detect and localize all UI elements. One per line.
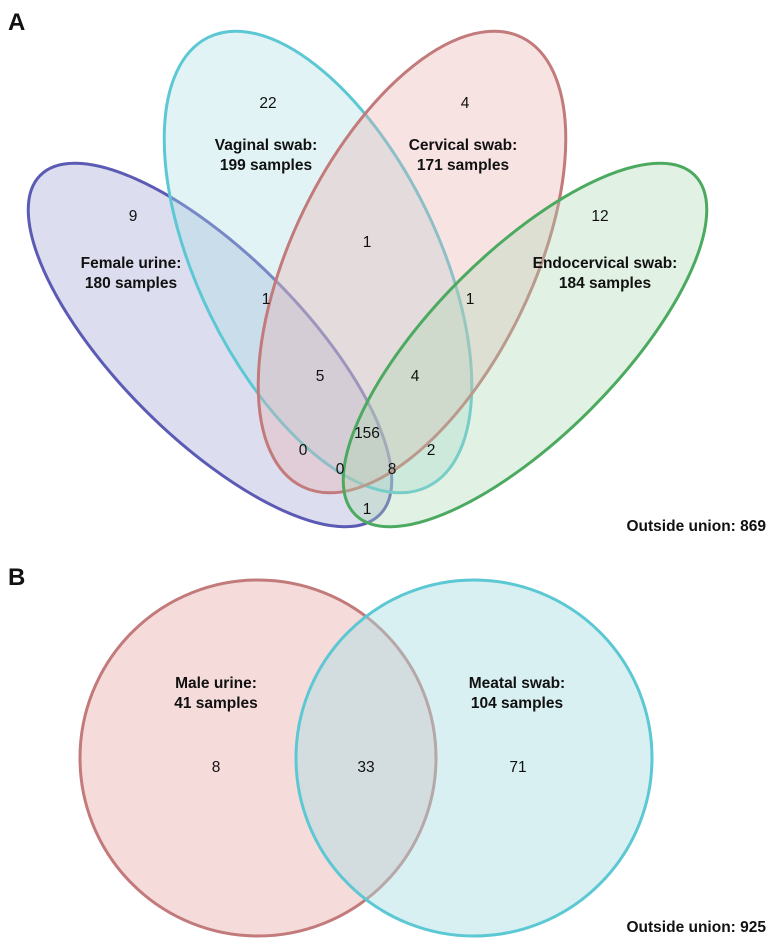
count-urine-vaginal-cervical: 5 (316, 368, 325, 385)
count-male-both: 33 (357, 759, 374, 776)
count-urine-endocervical: 1 (363, 501, 372, 518)
meatal-swab-label-line1: Meatal swab: (469, 675, 565, 692)
panel-b-letter: B (8, 564, 25, 591)
count-urine-only: 9 (129, 208, 138, 225)
endocervical-swab-label-line2: 184 samples (559, 275, 651, 292)
count-vaginal-cervical-endocervical: 4 (411, 368, 420, 385)
count-all-four: 156 (354, 425, 380, 442)
count-male-urine-only: 8 (212, 759, 221, 776)
cervical-swab-label-line1: Cervical swab: (409, 137, 518, 154)
count-endocervical-only: 12 (591, 208, 608, 225)
count-meatal-only: 71 (509, 759, 526, 776)
count-urine-vaginal-endocervical: 8 (388, 461, 397, 478)
count-cervical-endocervical: 1 (466, 291, 475, 308)
vaginal-swab-label-line1: Vaginal swab: (215, 137, 318, 154)
count-vaginal-only: 22 (259, 95, 276, 112)
cervical-swab-label-line2: 171 samples (417, 157, 509, 174)
panel-a-outside-union: Outside union: 869 (626, 518, 766, 535)
endocervical-swab-label-line1: Endocervical swab: (533, 255, 678, 272)
meatal-swab-label-line2: 104 samples (471, 695, 563, 712)
panel-a-venn (26, 29, 709, 529)
set-vaginal-swab (162, 29, 474, 495)
female-urine-label-line2: 180 samples (85, 275, 177, 292)
count-urine-cervical: 0 (299, 442, 308, 459)
count-urine-vaginal: 1 (262, 291, 271, 308)
count-urine-cervical-endocervical: 0 (336, 461, 345, 478)
set-cervical-swab (256, 29, 568, 495)
count-vaginal-cervical: 1 (363, 234, 372, 251)
panel-b-venn (78, 578, 654, 938)
set-meatal-swab (294, 578, 654, 938)
count-cervical-only: 4 (461, 95, 470, 112)
panel-a-letter: A (8, 9, 25, 36)
set-male-urine (78, 578, 438, 938)
vaginal-swab-label-line2: 199 samples (220, 157, 312, 174)
set-endocervical-swab (341, 161, 709, 529)
female-urine-label-line1: Female urine: (81, 255, 182, 272)
panel-b-outside-union: Outside union: 925 (626, 919, 766, 936)
male-urine-label-line1: Male urine: (175, 675, 257, 692)
male-urine-label-line2: 41 samples (174, 695, 258, 712)
count-vaginal-endocervical: 2 (427, 442, 436, 459)
